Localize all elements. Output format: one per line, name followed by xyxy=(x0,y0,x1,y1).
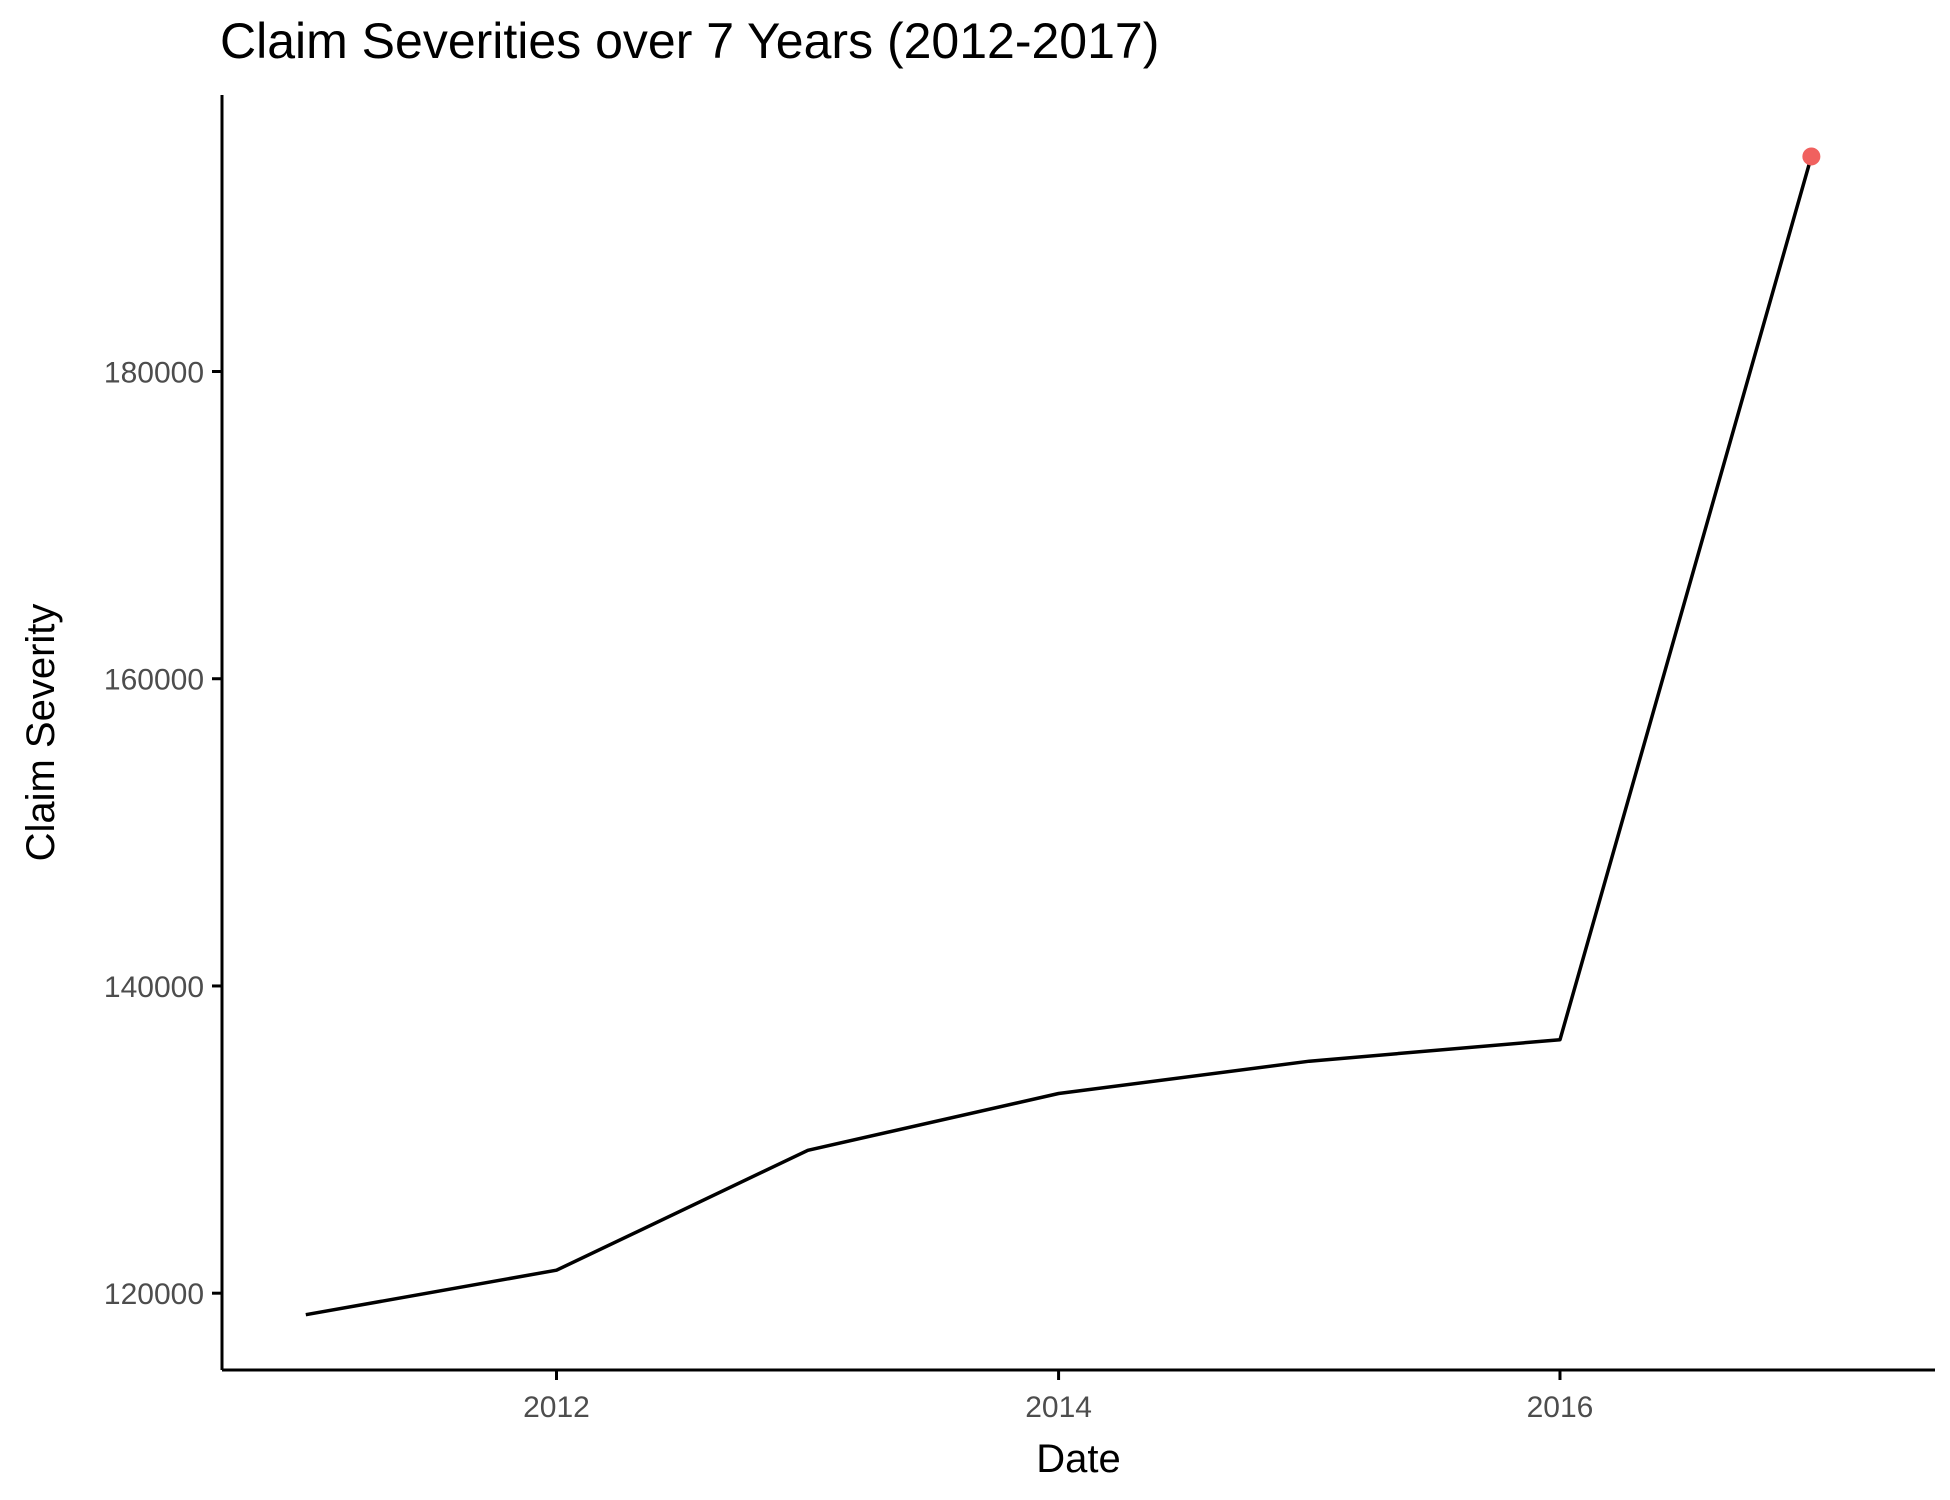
x-axis-ticks: 2012 2014 2016 xyxy=(523,1370,1593,1424)
y-axis-ticks: 120000 140000 160000 180000 xyxy=(104,357,222,1311)
x-tick-label: 2012 xyxy=(523,1391,590,1424)
y-axis-title: Claim Severity xyxy=(19,604,63,862)
series-layer xyxy=(305,147,1821,1317)
y-tick-label: 120000 xyxy=(104,1278,204,1311)
y-tick-label: 140000 xyxy=(104,971,204,1004)
x-tick-label: 2016 xyxy=(1527,1391,1594,1424)
series-line xyxy=(305,155,1814,1317)
y-tick-label: 160000 xyxy=(104,664,204,697)
y-tick-label: 180000 xyxy=(104,357,204,390)
highlight-point xyxy=(1802,147,1821,166)
chart-title: Claim Severities over 7 Years (2012-2017… xyxy=(220,13,1160,69)
x-axis-title: Date xyxy=(1036,1437,1121,1481)
x-tick-label: 2014 xyxy=(1025,1391,1092,1424)
